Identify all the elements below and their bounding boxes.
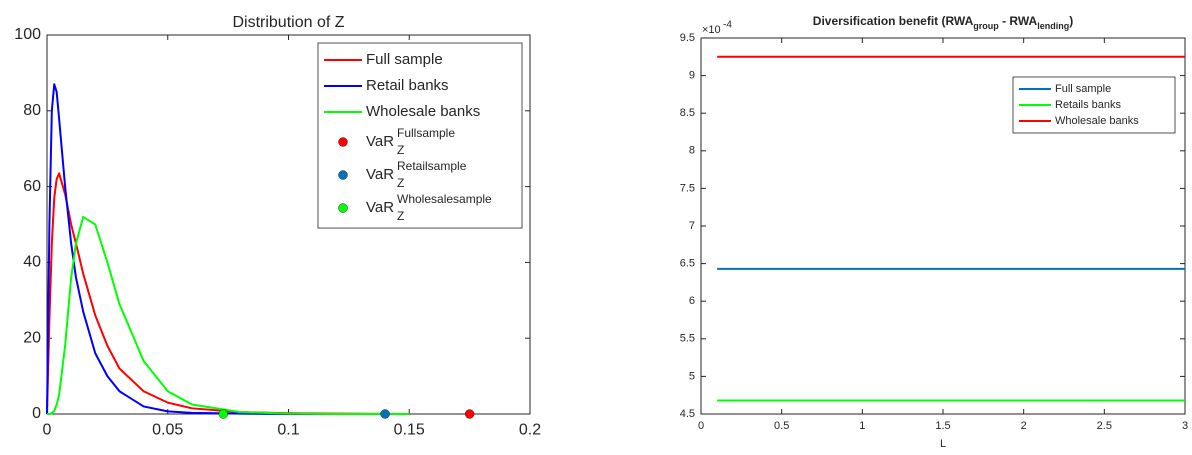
series-line [47, 215, 410, 415]
legend-label: Retails banks [1055, 99, 1122, 111]
legend-sub: Z [397, 209, 404, 223]
chart-title: Distribution of Z [232, 14, 344, 31]
x-tick-label: 0.5 [774, 420, 789, 432]
y-tick-label: 9.5 [680, 32, 695, 44]
var-marker [218, 409, 228, 419]
x-tick-label: 3 [1182, 420, 1188, 432]
chart-title: Diversification benefit (RWAgroup - RWAl… [813, 14, 1073, 31]
x-axis-label: L [940, 438, 946, 450]
y-tick-label: 9 [689, 70, 695, 82]
y-tick-label: 100 [14, 26, 41, 43]
legend-marker [338, 170, 348, 180]
y-tick-label: 7.5 [680, 182, 695, 194]
legend-label: VaR [366, 166, 394, 183]
y-tick-label: 5.5 [680, 333, 695, 345]
legend-sup: Wholesalesample [397, 192, 492, 206]
y-exponent-base: ×10 [702, 24, 721, 36]
x-tick-label: 0 [698, 420, 704, 432]
x-tick-label: 0 [43, 422, 52, 439]
y-tick-label: 60 [23, 178, 41, 195]
x-tick-label: 0.1 [277, 422, 299, 439]
legend-label: Wholesale banks [366, 103, 480, 120]
y-tick-label: 4.5 [680, 408, 695, 420]
title-part: - RWA [999, 14, 1038, 28]
legend-label: Retail banks [366, 77, 449, 94]
legend-label: Full sample [1055, 83, 1111, 95]
y-tick-label: 7 [689, 220, 695, 232]
y-exponent-power: -4 [723, 20, 732, 31]
x-tick-label: 2 [1021, 420, 1027, 432]
y-tick-label: 80 [23, 102, 41, 119]
legend-label: VaR [366, 199, 394, 216]
y-tick-label: 6.5 [680, 258, 695, 270]
title-part: lending [1037, 21, 1069, 31]
x-tick-label: 1.5 [935, 420, 950, 432]
x-tick-label: 0.15 [394, 422, 425, 439]
axes: 0 0.05 0.1 0.15 0.2 0 20 40 60 80 100 Distribution … [14, 14, 541, 438]
y-tick-label: 20 [23, 329, 41, 346]
legend-marker [338, 137, 348, 147]
legend-sub: Z [397, 176, 404, 190]
series-line [46, 83, 410, 415]
x-tick-label: 0.05 [152, 422, 183, 439]
x-tick-label: 2.5 [1097, 420, 1112, 432]
legend-sup: Retailsample [397, 159, 467, 173]
y-tick-label: 6 [689, 295, 695, 307]
y-tick-label: 0 [32, 405, 41, 422]
legend-sup: Fullsample [397, 126, 455, 140]
legend-marker [338, 203, 348, 213]
legend-sub: Z [397, 143, 404, 157]
legend-box [317, 42, 523, 229]
title-part: group [973, 21, 999, 31]
y-tick-label: 8.5 [680, 107, 695, 119]
title-part: Diversification benefit (RWA [813, 14, 974, 28]
var-marker [464, 409, 475, 419]
legend-label: Full sample [366, 51, 443, 68]
x-tick-label: 0.2 [519, 422, 541, 439]
title-part: ) [1069, 14, 1073, 28]
legend-label: Wholesale banks [1055, 115, 1139, 127]
y-tick-label: 8 [689, 145, 695, 157]
y-tick-label: 40 [23, 254, 41, 271]
x-tick-label: 1 [859, 420, 865, 432]
axes: 0 0.5 1 1.5 2 2.5 34.555.566.577.588.599.5×10-… [680, 14, 1188, 450]
legend-label: VaR [366, 133, 394, 150]
var-marker [380, 409, 390, 419]
y-tick-label: 5 [689, 370, 695, 382]
